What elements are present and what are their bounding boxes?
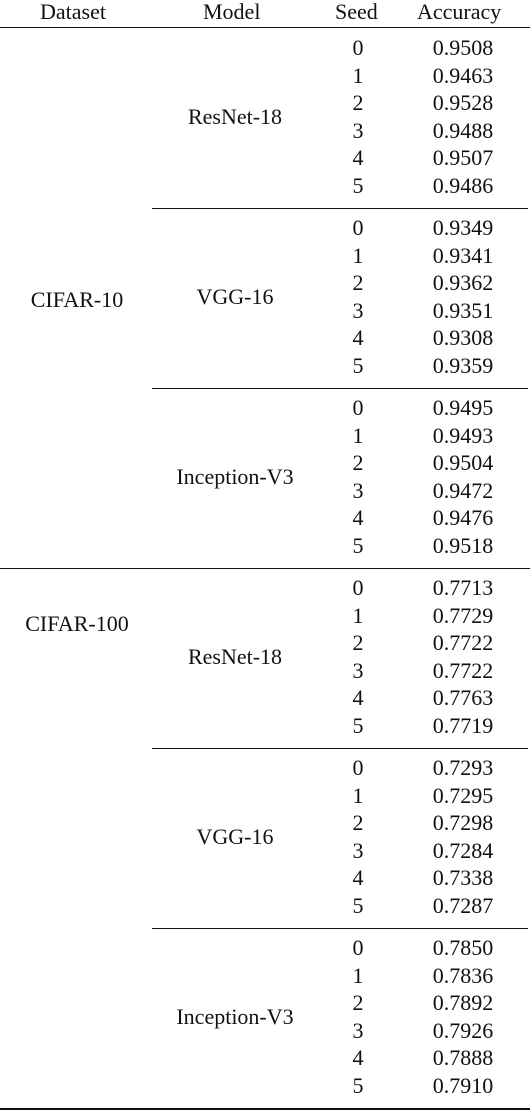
accuracy-cell: 0.9508 xyxy=(432,35,494,60)
dataset-separator-rule xyxy=(0,568,530,569)
seed-cell: 5 xyxy=(352,1073,364,1098)
accuracy-cell: 0.9362 xyxy=(432,270,494,296)
seed-cell: 4 xyxy=(352,145,364,171)
seed-cell: 3 xyxy=(352,837,364,863)
header-rule xyxy=(0,27,530,28)
accuracy-cell: 0.7729 xyxy=(432,602,494,628)
accuracy-cell: 0.7713 xyxy=(432,575,494,600)
seed-cell: 3 xyxy=(352,297,364,323)
model-label: ResNet-18 xyxy=(187,104,283,129)
seed-cell: 3 xyxy=(352,117,364,143)
seed-cell: 1 xyxy=(352,782,364,808)
model-label: VGG-16 xyxy=(196,824,274,849)
accuracy-cell: 0.7722 xyxy=(432,630,494,656)
model-label: VGG-16 xyxy=(196,284,274,309)
seed-cell: 0 xyxy=(352,575,364,600)
accuracy-cell: 0.9493 xyxy=(432,422,494,448)
seed-cell: 0 xyxy=(352,935,364,960)
accuracy-cell: 0.7836 xyxy=(432,962,494,988)
bottom-rule xyxy=(0,1108,530,1110)
seed-cell: 5 xyxy=(352,353,364,378)
seed-cell: 3 xyxy=(352,657,364,683)
accuracy-cell: 0.9518 xyxy=(432,533,494,558)
model-separator-rule xyxy=(152,748,528,749)
seed-cell: 5 xyxy=(352,173,364,198)
header-accuracy: Accuracy xyxy=(417,0,502,24)
seed-cell: 0 xyxy=(352,215,364,240)
accuracy-cell: 0.7284 xyxy=(432,837,494,863)
seed-cell: 0 xyxy=(352,755,364,780)
seed-cell: 1 xyxy=(352,242,364,268)
accuracy-cell: 0.7888 xyxy=(432,1045,494,1071)
accuracy-cell: 0.9349 xyxy=(432,215,494,240)
header-model: Model xyxy=(203,0,261,24)
accuracy-cell: 0.7722 xyxy=(432,657,494,683)
accuracy-cell: 0.9486 xyxy=(432,173,494,198)
seed-cell: 5 xyxy=(352,893,364,918)
seed-cell: 2 xyxy=(352,810,364,836)
dataset-label: CIFAR-100 xyxy=(25,611,129,636)
accuracy-cell: 0.7719 xyxy=(432,713,494,738)
accuracy-cell: 0.9504 xyxy=(432,450,494,476)
header-seed: Seed xyxy=(335,0,378,24)
accuracy-cell: 0.9495 xyxy=(432,395,494,420)
accuracy-cell: 0.9472 xyxy=(432,477,494,503)
seed-cell: 4 xyxy=(352,865,364,891)
accuracy-cell: 0.9507 xyxy=(432,145,494,171)
model-label: ResNet-18 xyxy=(187,644,283,669)
seed-cell: 3 xyxy=(352,477,364,503)
accuracy-cell: 0.9351 xyxy=(432,297,494,323)
seed-cell: 4 xyxy=(352,325,364,351)
dataset-label: CIFAR-10 xyxy=(30,287,124,312)
accuracy-cell: 0.9359 xyxy=(432,353,494,378)
seed-cell: 0 xyxy=(352,35,364,60)
seed-cell: 4 xyxy=(352,685,364,711)
seed-cell: 2 xyxy=(352,90,364,116)
seed-cell: 2 xyxy=(352,990,364,1016)
accuracy-cell: 0.7850 xyxy=(432,935,494,960)
seed-cell: 4 xyxy=(352,1045,364,1071)
header-dataset: Dataset xyxy=(40,0,106,24)
seed-cell: 2 xyxy=(352,450,364,476)
seed-cell: 2 xyxy=(352,630,364,656)
model-label: Inception-V3 xyxy=(176,464,294,489)
accuracy-cell: 0.7763 xyxy=(432,685,494,711)
accuracy-cell: 0.7287 xyxy=(432,893,494,918)
accuracy-cell: 0.9476 xyxy=(432,505,494,531)
seed-cell: 4 xyxy=(352,505,364,531)
accuracy-cell: 0.9528 xyxy=(432,90,494,116)
accuracy-cell: 0.7926 xyxy=(432,1017,494,1043)
seed-cell: 1 xyxy=(352,602,364,628)
accuracy-cell: 0.7293 xyxy=(432,755,494,780)
seed-cell: 0 xyxy=(352,395,364,420)
model-separator-rule xyxy=(152,928,528,929)
seed-cell: 2 xyxy=(352,270,364,296)
seed-cell: 5 xyxy=(352,533,364,558)
model-separator-rule xyxy=(152,208,528,209)
accuracy-cell: 0.9463 xyxy=(432,62,494,88)
accuracy-cell: 0.7910 xyxy=(432,1073,494,1098)
seed-cell: 3 xyxy=(352,1017,364,1043)
accuracy-cell: 0.7892 xyxy=(432,990,494,1016)
seed-cell: 5 xyxy=(352,713,364,738)
accuracy-cell: 0.9341 xyxy=(432,242,494,268)
accuracy-cell: 0.9308 xyxy=(432,325,494,351)
model-separator-rule xyxy=(152,388,528,389)
seed-cell: 1 xyxy=(352,422,364,448)
accuracy-cell: 0.9488 xyxy=(432,117,494,143)
seed-cell: 1 xyxy=(352,962,364,988)
accuracy-cell: 0.7338 xyxy=(432,865,494,891)
accuracy-cell: 0.7295 xyxy=(432,782,494,808)
accuracy-cell: 0.7298 xyxy=(432,810,494,836)
model-label: Inception-V3 xyxy=(176,1004,294,1029)
seed-cell: 1 xyxy=(352,62,364,88)
